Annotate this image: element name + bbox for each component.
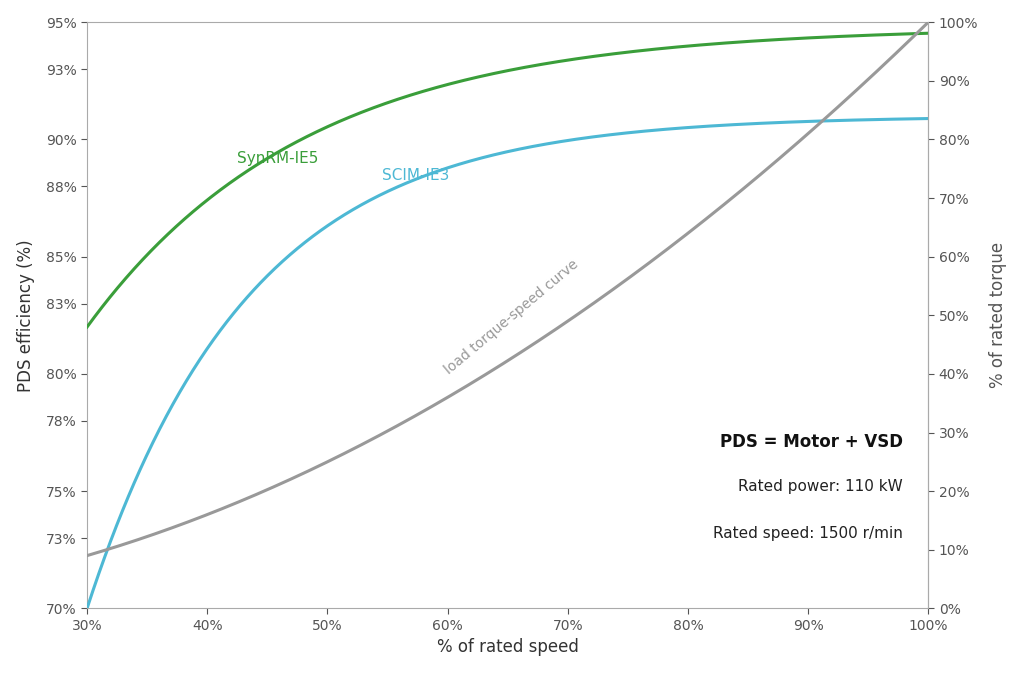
Text: load torque-speed curve: load torque-speed curve <box>441 257 581 377</box>
Text: Rated speed: 1500 r/min: Rated speed: 1500 r/min <box>713 526 903 541</box>
Text: SCIM-IE3: SCIM-IE3 <box>382 168 449 182</box>
Text: Rated power: 110 kW: Rated power: 110 kW <box>738 479 903 495</box>
Text: PDS = Motor + VSD: PDS = Motor + VSD <box>720 433 903 450</box>
Text: SynRM-IE5: SynRM-IE5 <box>238 151 318 166</box>
Y-axis label: PDS efficiency (%): PDS efficiency (%) <box>16 239 35 392</box>
Y-axis label: % of rated torque: % of rated torque <box>989 242 1008 388</box>
X-axis label: % of rated speed: % of rated speed <box>437 638 579 656</box>
